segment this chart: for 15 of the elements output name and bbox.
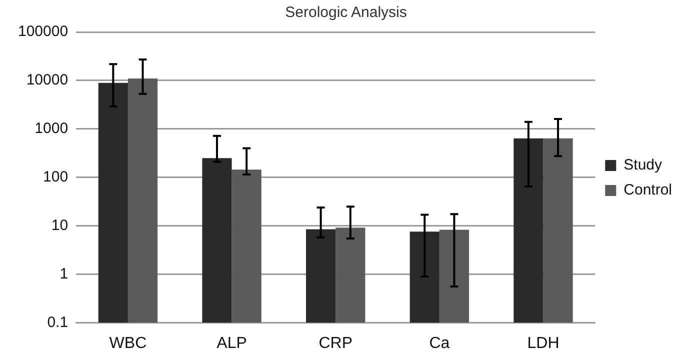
y-tick-label: 100000 [18,23,68,40]
y-tick-label: 10000 [26,72,68,89]
legend-label: Study [624,156,662,174]
x-tick-label: WBC [109,334,147,352]
y-tick-label: 1000 [34,120,68,138]
x-tick-label: CRP [318,334,352,352]
x-tick-label: LDH [527,334,560,352]
legend-label: Control [624,182,672,199]
y-tick-label: 10 [51,217,68,234]
y-tick-label: 1 [60,265,68,282]
x-tick-label: ALP [216,334,247,352]
y-tick-label: 0.1 [47,314,68,331]
x-tick-label: Ca [429,334,450,352]
chart-title: Serologic Analysis [285,4,407,22]
y-tick-label: 100 [43,168,68,186]
